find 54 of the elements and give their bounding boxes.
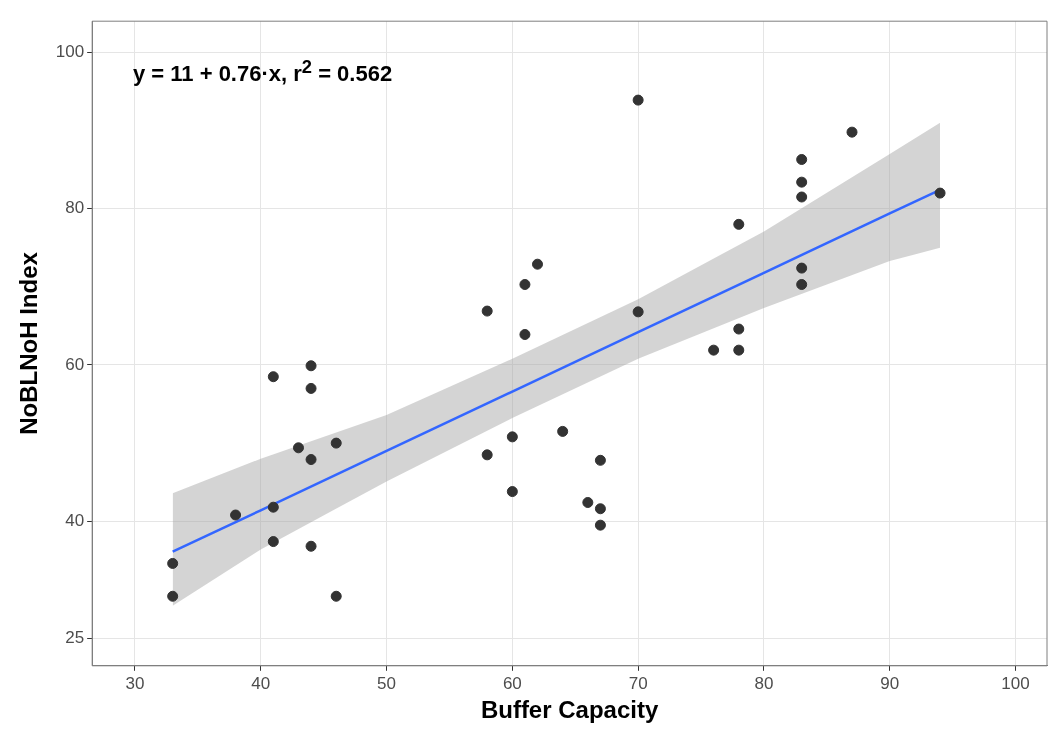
point	[594, 454, 606, 466]
point	[796, 191, 808, 203]
point	[330, 437, 342, 449]
x-tick-label: 60	[502, 673, 522, 693]
point	[708, 344, 720, 356]
point	[632, 306, 644, 318]
x-tick-label: 90	[880, 673, 900, 693]
point	[594, 503, 606, 515]
y-tick-label: 25	[65, 628, 85, 648]
point	[934, 187, 946, 199]
point	[519, 279, 531, 291]
x-axis-title: Buffer Capacity	[480, 696, 659, 724]
annotation: y = 11 + 0.76·x, r$^{2}$ = 0.562	[133, 56, 393, 88]
point	[519, 329, 531, 341]
x-tick-label: 80	[754, 673, 774, 693]
point	[733, 323, 745, 335]
y-axis-title: NoBLNoH Index	[15, 251, 43, 435]
x-tick-label: 50	[377, 673, 396, 693]
point	[330, 590, 342, 602]
y-tick-label: 80	[65, 198, 85, 218]
point	[796, 176, 808, 188]
point	[292, 442, 304, 454]
x-tick-label: 30	[125, 673, 145, 693]
point	[846, 126, 858, 138]
y-tick-label: 60	[65, 354, 85, 374]
point	[796, 262, 808, 274]
x-tick-label: 100	[1001, 673, 1030, 693]
x-tick-label: 70	[628, 673, 648, 693]
point	[481, 305, 493, 317]
point	[796, 154, 808, 165]
point	[167, 590, 179, 602]
point	[733, 218, 745, 230]
point	[796, 279, 808, 291]
point	[230, 509, 242, 521]
point	[267, 371, 279, 383]
point	[305, 382, 317, 394]
point	[305, 540, 317, 552]
point	[632, 94, 644, 106]
y-tick-label: 100	[55, 42, 85, 62]
point	[506, 486, 518, 498]
point	[506, 431, 518, 443]
point	[733, 344, 745, 356]
x-tick-label: 40	[251, 673, 271, 693]
point	[267, 536, 279, 548]
point	[557, 425, 569, 437]
point	[305, 360, 317, 372]
point	[582, 497, 594, 508]
y-tick-label: 40	[65, 510, 85, 530]
point	[594, 519, 606, 531]
point	[532, 258, 543, 270]
point	[305, 454, 317, 466]
point	[267, 501, 279, 513]
point	[167, 557, 179, 569]
point	[481, 449, 493, 461]
